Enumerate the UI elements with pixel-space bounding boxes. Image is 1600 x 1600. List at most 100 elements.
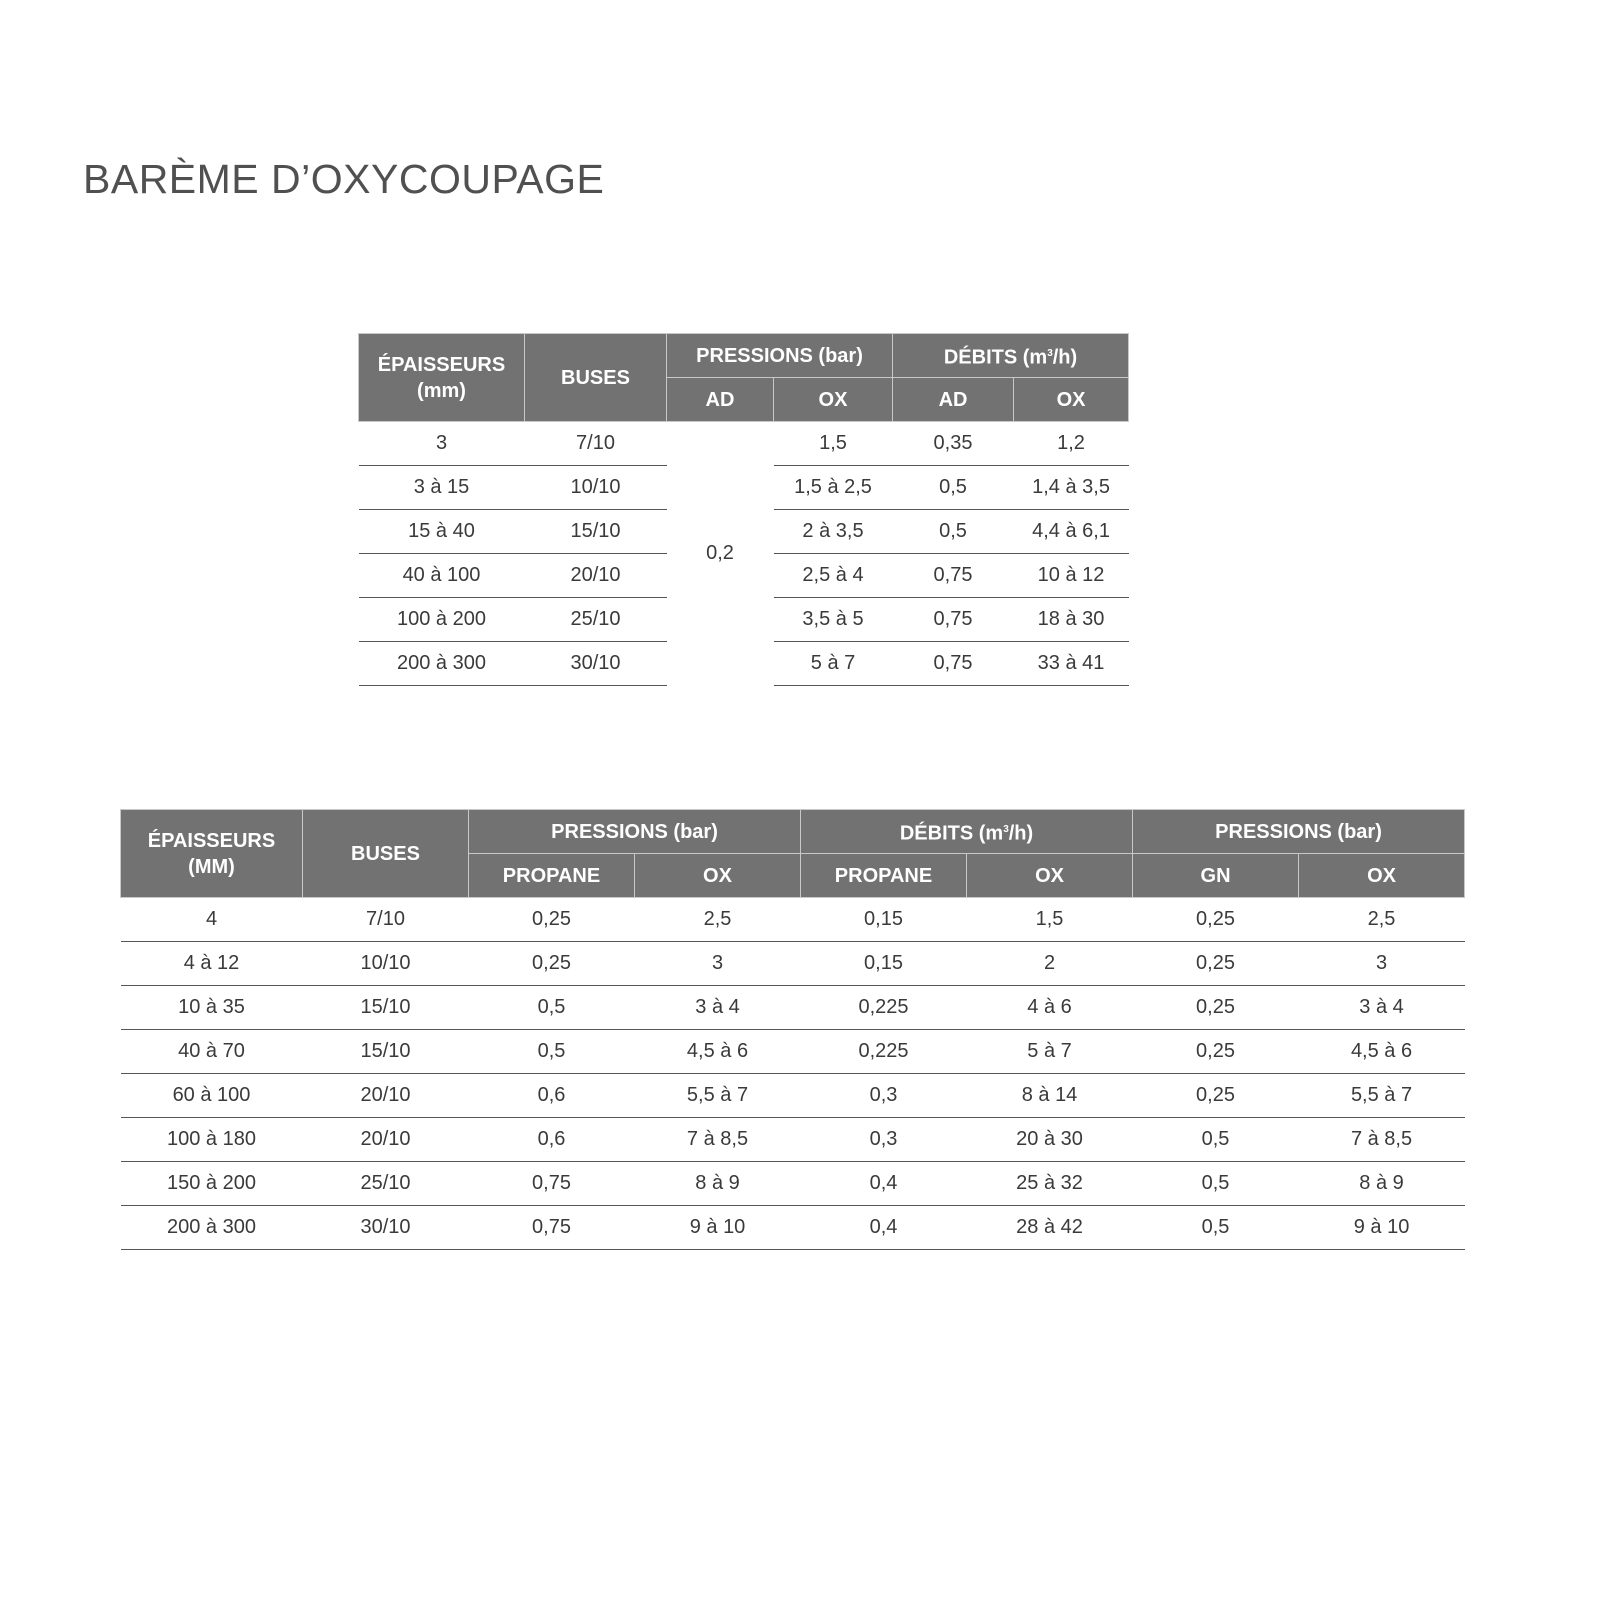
table-cell: 7/10 (524, 421, 667, 466)
table-row: 40 à 70 15/10 0,5 4,5 à 6 0,225 5 à 7 0,25 4,5 … (120, 1029, 1465, 1074)
table-cell: 3 (634, 941, 801, 986)
table-cell: 15/10 (302, 1029, 469, 1074)
table-cell: 0,25 (1132, 941, 1299, 986)
table-cell: 7 à 8,5 (634, 1117, 801, 1162)
table-cell: 0,25 (1132, 1029, 1299, 1074)
oxy-propane-cutting-table: ÉPAISSEURS (MM) BUSES PRESSIONS (bar) DÉB… (120, 809, 1466, 1250)
table-cell: 5 à 7 (773, 641, 893, 686)
table-cell: 9 à 10 (1298, 1205, 1465, 1250)
table-cell: 2 (966, 941, 1133, 986)
header-flows: DÉBITS (m3/h) (800, 809, 1134, 854)
subheader: OX (772, 377, 894, 422)
table-cell: 0,4 (800, 1205, 967, 1250)
table-cell: 40 à 70 (120, 1029, 303, 1074)
subheader: AD (892, 377, 1015, 422)
table-cell: 0,4 (800, 1161, 967, 1206)
table-row: 4 7/10 0,25 2,5 0,15 1,5 0,25 2,5 (120, 897, 1465, 942)
header-thickness: ÉPAISSEURS (MM) (120, 809, 303, 898)
table-cell: 3 à 15 (358, 465, 525, 510)
table-cell: 3 à 4 (634, 985, 801, 1030)
table-cell: 150 à 200 (120, 1161, 303, 1206)
table-row: 200 à 300 30/10 5 à 7 0,75 33 à 41 (358, 641, 1129, 686)
table-cell: 10/10 (302, 941, 469, 986)
table-row: 100 à 200 25/10 3,5 à 5 0,75 18 à 30 (358, 597, 1129, 642)
table-cell: 4 à 6 (966, 985, 1133, 1030)
header-thickness: ÉPAISSEURS (mm) (358, 333, 525, 422)
table-row: 10 à 35 15/10 0,5 3 à 4 0,225 4 à 6 0,25 3 à 4 (120, 985, 1465, 1030)
table-cell: 2,5 à 4 (773, 553, 893, 598)
table-cell: 0,25 (1132, 1073, 1299, 1118)
table-cell: 200 à 300 (358, 641, 525, 686)
table-cell: 4,4 à 6,1 (1013, 509, 1129, 554)
header-pressures: PRESSIONS (bar) (467, 809, 802, 854)
table-cell: 8 à 9 (634, 1161, 801, 1206)
header-nozzles: BUSES (302, 809, 469, 898)
table-cell: 15/10 (524, 509, 667, 554)
table-cell: 0,15 (800, 897, 967, 942)
table-cell: 100 à 180 (120, 1117, 303, 1162)
table-cell: 4,5 à 6 (634, 1029, 801, 1074)
table-cell: 20/10 (524, 553, 667, 598)
oxy-acetylene-cutting-table: ÉPAISSEURS (mm) BUSES PRESSIONS (bar) DÉB… (358, 333, 1130, 686)
subheader: PROPANE (800, 853, 968, 898)
table-cell: 4 (120, 897, 303, 942)
table-cell: 0,5 (892, 509, 1014, 554)
table-cell: 25/10 (302, 1161, 469, 1206)
table-cell: 20/10 (302, 1073, 469, 1118)
table-cell: 0,25 (468, 941, 635, 986)
table-row: 150 à 200 25/10 0,75 8 à 9 0,4 25 à 32 0,5 8 à … (120, 1161, 1465, 1206)
table-cell: 4,5 à 6 (1298, 1029, 1465, 1074)
table-cell: 8 à 9 (1298, 1161, 1465, 1206)
table-cell: 15/10 (302, 985, 469, 1030)
subheader: OX (1013, 377, 1130, 422)
table-cell: 0,5 (468, 985, 635, 1030)
table-row: 40 à 100 20/10 2,5 à 4 0,75 10 à 12 (358, 553, 1129, 598)
table-cell: 0,5 (1132, 1117, 1299, 1162)
subheader: GN (1132, 853, 1300, 898)
table-cell: 28 à 42 (966, 1205, 1133, 1250)
table-cell: 0,25 (468, 897, 635, 942)
subheader: OX (633, 853, 802, 898)
table-cell: 5,5 à 7 (1298, 1073, 1465, 1118)
table-cell: 0,6 (468, 1073, 635, 1118)
header-nozzles: BUSES (524, 333, 667, 422)
table-row: 60 à 100 20/10 0,6 5,5 à 7 0,3 8 à 14 0,25 5,5 … (120, 1073, 1465, 1118)
ad-pressure-merged-cell: 0,2 (706, 542, 734, 565)
table-cell: 0,5 (1132, 1205, 1299, 1250)
table-cell: 3 (1298, 941, 1465, 986)
table-cell: 8 à 14 (966, 1073, 1133, 1118)
table-cell: 9 à 10 (634, 1205, 801, 1250)
page-title: BARÈME D’OXYCOUPAGE (83, 156, 605, 202)
table-cell: 5,5 à 7 (634, 1073, 801, 1118)
table-cell: 1,5 (773, 421, 893, 466)
table-cell: 1,2 (1013, 421, 1129, 466)
table-cell: 0,25 (1132, 985, 1299, 1030)
header-pressures: PRESSIONS (bar) (665, 333, 894, 378)
table-cell: 200 à 300 (120, 1205, 303, 1250)
table-cell: 0,6 (468, 1117, 635, 1162)
table-row: 3 à 15 10/10 1,5 à 2,5 0,5 1,4 à 3,5 (358, 465, 1129, 510)
table-cell: 10/10 (524, 465, 667, 510)
table-cell: 1,4 à 3,5 (1013, 465, 1129, 510)
table-cell: 3 à 4 (1298, 985, 1465, 1030)
table-cell: 30/10 (524, 641, 667, 686)
subheader: OX (1298, 853, 1466, 898)
table-cell: 0,3 (800, 1117, 967, 1162)
table-cell: 40 à 100 (358, 553, 525, 598)
table-cell: 5 à 7 (966, 1029, 1133, 1074)
table-row: 100 à 180 20/10 0,6 7 à 8,5 0,3 20 à 30 0,5 7 à… (120, 1117, 1465, 1162)
table-cell: 3,5 à 5 (773, 597, 893, 642)
table-cell: 0,35 (892, 421, 1014, 466)
subheader: AD (666, 377, 774, 422)
table-cell: 2,5 (1298, 897, 1465, 942)
table-cell: 25 à 32 (966, 1161, 1133, 1206)
table-cell: 2,5 (634, 897, 801, 942)
table-row: 200 à 300 30/10 0,75 9 à 10 0,4 28 à 42 0,5 9 à… (120, 1205, 1465, 1250)
table-cell: 0,25 (1132, 897, 1299, 942)
table-cell: 3 (358, 421, 525, 466)
table-cell: 0,15 (800, 941, 967, 986)
table-row: 3 7/10 0,2 1,5 0,35 1,2 (358, 421, 1129, 564)
table-cell: 15 à 40 (358, 509, 525, 554)
table-cell: 7/10 (302, 897, 469, 942)
table-cell: 0,75 (892, 553, 1014, 598)
